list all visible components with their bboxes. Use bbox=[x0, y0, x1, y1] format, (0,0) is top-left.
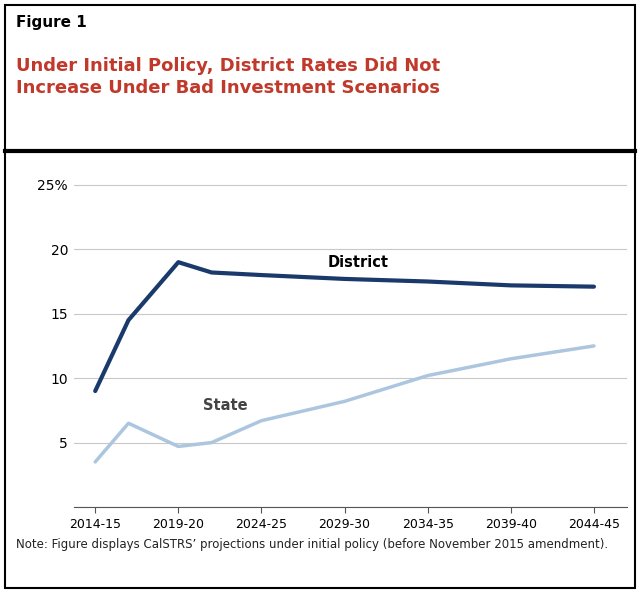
Text: Figure 1: Figure 1 bbox=[16, 15, 87, 30]
Text: Note: Figure displays CalSTRS’ projections under initial policy (before November: Note: Figure displays CalSTRS’ projectio… bbox=[16, 538, 608, 551]
Text: District: District bbox=[328, 255, 389, 270]
Text: State: State bbox=[204, 398, 248, 413]
Text: Under Initial Policy, District Rates Did Not
Increase Under Bad Investment Scena: Under Initial Policy, District Rates Did… bbox=[16, 58, 440, 97]
